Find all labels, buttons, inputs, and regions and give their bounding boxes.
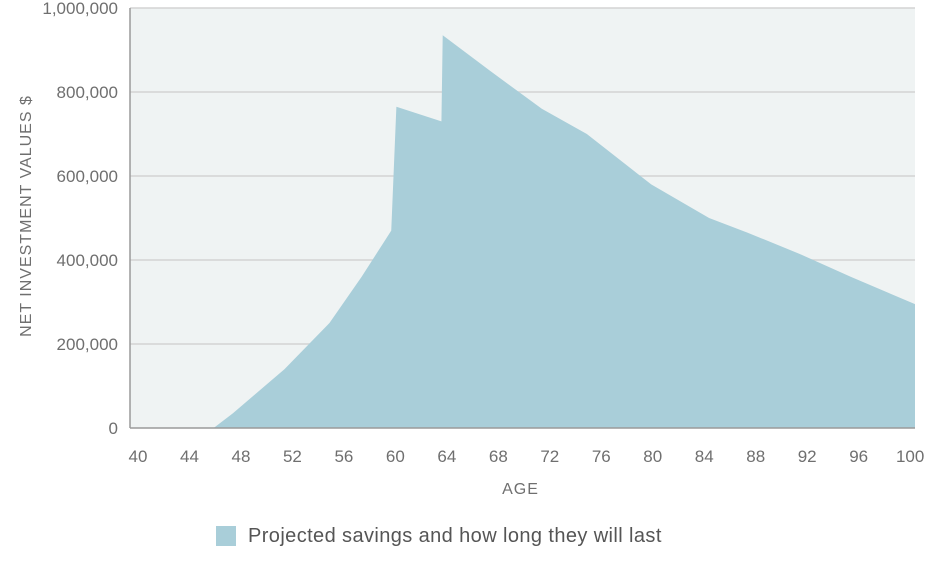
x-tick-label: 44 xyxy=(180,447,199,466)
x-tick-label: 88 xyxy=(746,447,765,466)
x-axis-title: AGE xyxy=(502,481,539,498)
y-tick-label: 0 xyxy=(109,419,118,438)
y-tick-label: 800,000 xyxy=(57,83,118,102)
x-tick-labels: 40 44 48 52 56 60 64 68 72 76 80 84 88 92 96 100 xyxy=(129,447,925,466)
x-tick-label: 80 xyxy=(643,447,662,466)
legend-label: Projected savings and how long they will… xyxy=(248,524,662,547)
x-tick-label: 92 xyxy=(798,447,817,466)
y-axis-title: NET INVESTMENT VALUES $ xyxy=(18,95,35,337)
x-tick-label: 40 xyxy=(129,447,148,466)
y-tick-label: 600,000 xyxy=(57,167,118,186)
x-tick-label: 64 xyxy=(437,447,456,466)
y-tick-labels: 0 200,000 400,000 600,000 800,000 1,000,000 xyxy=(42,0,118,438)
area-series-projected-savings xyxy=(130,35,915,429)
x-tick-label: 72 xyxy=(540,447,559,466)
x-tick-label: 56 xyxy=(334,447,353,466)
area-chart: 0 200,000 400,000 600,000 800,000 1,000,000 4… xyxy=(18,0,925,498)
x-tick-label: 76 xyxy=(592,447,611,466)
y-tick-label: 400,000 xyxy=(57,251,118,270)
y-tick-label: 1,000,000 xyxy=(42,0,118,18)
x-tick-label: 100 xyxy=(896,447,924,466)
x-tick-label: 48 xyxy=(231,447,250,466)
legend: Projected savings and how long they will… xyxy=(216,524,662,548)
x-tick-label: 52 xyxy=(283,447,302,466)
x-tick-label: 60 xyxy=(386,447,405,466)
x-tick-label: 84 xyxy=(695,447,714,466)
legend-swatch xyxy=(216,526,236,546)
x-tick-label: 68 xyxy=(489,447,508,466)
x-tick-label: 96 xyxy=(849,447,868,466)
y-tick-label: 200,000 xyxy=(57,335,118,354)
